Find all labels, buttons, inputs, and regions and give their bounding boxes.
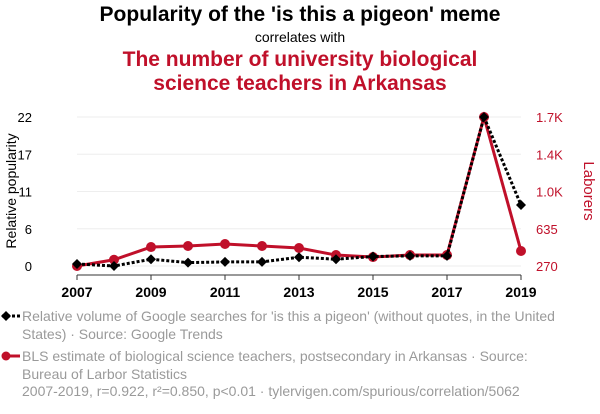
point-pigeon	[109, 261, 119, 271]
y-left-tick: 22	[18, 110, 32, 125]
y-left-label: Relative popularity	[3, 133, 19, 248]
y-right-tick: 1.0K	[536, 185, 563, 200]
y-right-tick: 270	[536, 259, 558, 274]
x-tick: 2009	[135, 284, 166, 300]
point-pigeon	[183, 257, 193, 268]
point-teachers	[146, 242, 156, 253]
footer: 2007-2019, r=0.922, r²=0.850, p<0.01 · t…	[22, 383, 520, 399]
y-right-label: Laborers	[580, 161, 597, 220]
point-teachers	[294, 242, 304, 253]
legend-diamond-icon	[1, 311, 11, 321]
x-tick: 2007	[61, 284, 92, 300]
point-pigeon	[72, 258, 82, 269]
point-teachers	[220, 239, 230, 250]
point-pigeon	[405, 250, 415, 261]
y-left-tick: 6	[25, 222, 32, 237]
y-left-tick: 11	[19, 185, 33, 200]
point-teachers	[109, 254, 119, 265]
legend-entry-0: Relative volume of Google searches for '…	[22, 308, 555, 342]
point-teachers	[183, 240, 193, 251]
point-teachers	[257, 240, 267, 251]
point-pigeon	[220, 256, 230, 267]
point-pigeon	[479, 112, 489, 122]
y-right-tick: 1.7K	[536, 110, 563, 125]
point-pigeon	[331, 254, 341, 265]
legend-circle-icon	[1, 351, 11, 361]
x-tick: 2017	[431, 284, 462, 300]
point-pigeon	[146, 254, 156, 265]
x-tick: 2013	[283, 284, 314, 300]
point-pigeon	[516, 200, 526, 211]
point-pigeon	[294, 252, 304, 263]
chart-title: Popularity of the 'is this a pigeon' mem…	[99, 3, 501, 26]
point-pigeon	[257, 256, 267, 267]
y-right-tick: 635	[536, 222, 558, 237]
x-tick: 2011	[210, 284, 241, 300]
point-teachers	[516, 245, 526, 256]
point-pigeon	[442, 250, 452, 261]
chart-title-2: The number of university biological scie…	[122, 48, 478, 95]
x-tick: 2015	[357, 284, 388, 300]
y-left-tick: 17	[18, 147, 32, 162]
point-pigeon	[368, 251, 378, 262]
legend-entry-1: BLS estimate of biological science teach…	[22, 348, 528, 382]
y-left-tick: 0	[25, 259, 32, 274]
x-tick: 2019	[505, 284, 536, 300]
y-right-tick: 1.4K	[536, 147, 563, 162]
chart-subtitle: correlates with	[254, 29, 346, 45]
